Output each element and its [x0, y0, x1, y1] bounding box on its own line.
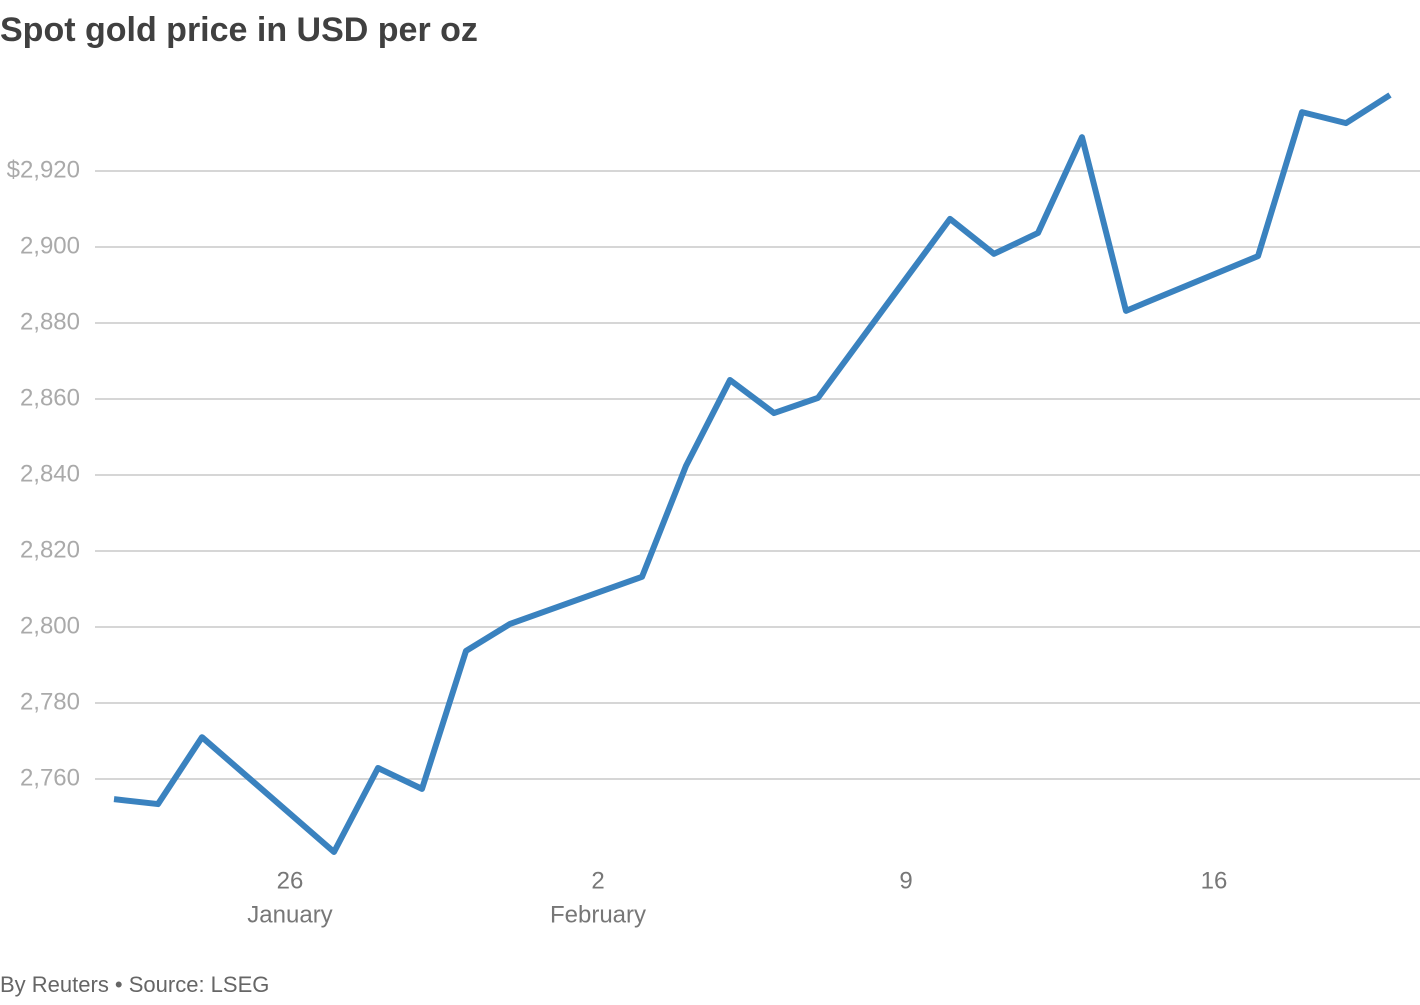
x-tick-label: 2: [591, 867, 604, 894]
chart-title: Spot gold price in USD per oz: [0, 11, 478, 49]
x-tick-label: 26: [277, 867, 304, 894]
x-tick-label: 16: [1201, 867, 1228, 894]
source: By Reuters • Source: LSEG: [0, 972, 269, 997]
x-tick-sublabel: January: [247, 901, 332, 928]
y-tick-label: 2,820: [20, 536, 80, 563]
y-tick-label: 2,900: [20, 232, 80, 259]
x-tick-sublabel: February: [550, 901, 646, 928]
y-tick-label: 2,880: [20, 308, 80, 335]
y-tick-label: 2,840: [20, 460, 80, 487]
line: [113, 92, 1392, 855]
y-tick-label: 2,860: [20, 384, 80, 411]
y-tick-label: 2,800: [20, 612, 80, 639]
y-tick-label: 2,760: [20, 764, 80, 791]
y-tick-label: $2,920: [7, 156, 80, 183]
y-tick-label: 2,780: [20, 688, 80, 715]
x-tick-label: 9: [899, 867, 912, 894]
